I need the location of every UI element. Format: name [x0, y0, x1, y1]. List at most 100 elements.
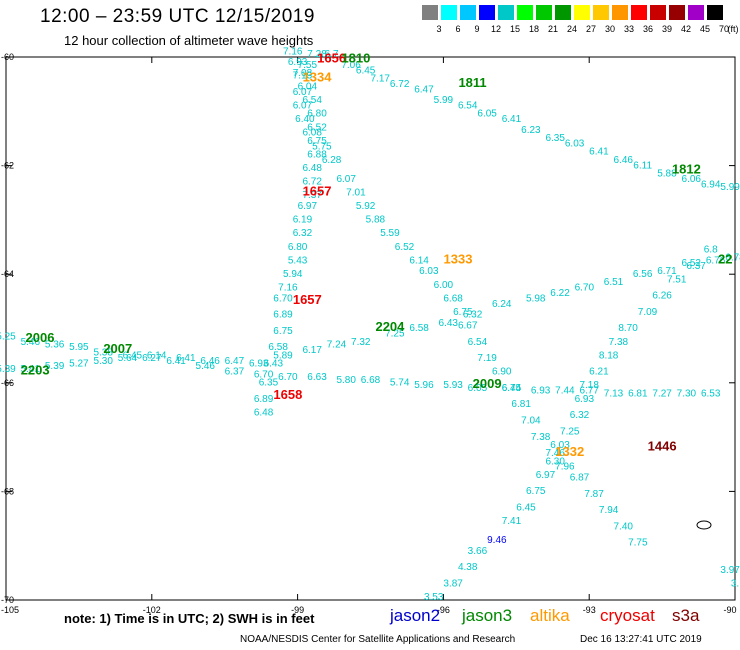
- wave-height-value: 7.41: [502, 516, 522, 527]
- wave-height-value: 6.97: [536, 470, 556, 481]
- wave-height-value: 6.22: [550, 288, 570, 299]
- color-swatch: [669, 5, 685, 20]
- wave-height-value: 6.47: [414, 84, 434, 95]
- color-scale-tick: 12: [490, 24, 501, 34]
- wave-height-value: 6.80: [307, 109, 327, 120]
- wave-height-value: 7.96: [555, 462, 575, 473]
- wave-height-value: 5.99: [434, 95, 454, 106]
- lat-label: -62: [1, 161, 14, 171]
- wave-height-value: 5.30: [93, 356, 113, 367]
- pass-time-label: 1657: [303, 183, 332, 198]
- wave-height-value: 6.26: [652, 291, 672, 302]
- track-values: 7.286.77.557.136.076.076.406.085.756.286…: [0, 46, 740, 603]
- wave-height-value: 6.48: [254, 407, 274, 418]
- color-scale-unit: (ft): [727, 24, 739, 34]
- wave-height-value: 6.32: [293, 228, 313, 239]
- wave-height-value: 6.03: [565, 139, 585, 150]
- color-scale-tick: 33: [623, 24, 634, 34]
- wave-height-value: 6.05: [468, 383, 488, 394]
- wave-height-value: 5.92: [356, 201, 376, 212]
- wave-height-value: 7.38: [609, 337, 629, 348]
- lon-label: -90: [723, 605, 736, 615]
- wave-height-value: 6.07: [336, 174, 356, 185]
- wave-height-value: 5.88: [657, 168, 677, 179]
- wave-height-value: 6.87: [570, 473, 590, 484]
- wave-height-value: 6.78: [725, 253, 740, 264]
- wave-height-value: 6.27: [142, 353, 162, 364]
- wave-height-value: 7.16: [278, 282, 298, 293]
- wave-height-value: 7.18: [579, 380, 599, 391]
- color-scale-tick: 15: [509, 24, 520, 34]
- wave-height-value: 7.08: [293, 68, 313, 79]
- wave-height-value: 6.75: [453, 307, 473, 318]
- legend-jason3: jason3: [462, 606, 513, 625]
- wave-height-value: 6.89: [254, 394, 274, 405]
- color-scale-tick: 27: [585, 24, 596, 34]
- legend-jason2: jason2: [390, 606, 441, 625]
- wave-height-value: 7.13: [604, 388, 624, 399]
- wave-height-value: 5.75: [312, 141, 332, 152]
- wave-height-value: 5.96: [414, 380, 434, 391]
- wave-height-value: 6.53: [701, 388, 721, 399]
- wave-height-value: 7.25: [385, 329, 405, 340]
- wave-height-value: 5.95: [69, 342, 89, 353]
- lon-label: -105: [1, 605, 19, 615]
- wave-height-value: 3.87: [443, 578, 463, 589]
- color-swatch: [574, 5, 590, 20]
- wave-height-value: 6.76: [706, 255, 726, 266]
- color-swatch: [688, 5, 704, 20]
- footer-timestamp: Dec 16 13:27:41 UTC 2019: [580, 634, 702, 645]
- color-scale-tick: 18: [528, 24, 539, 34]
- island-outline: [696, 520, 712, 530]
- note-text: note: 1) Time is in UTC; 2) SWH is in fe…: [64, 611, 315, 626]
- wave-height-value: 5.80: [336, 375, 356, 386]
- wave-height-value: 7.28: [307, 49, 327, 60]
- pass-time-label: 22: [718, 251, 732, 266]
- wave-height-value: 5.64: [118, 353, 138, 364]
- wave-height-value: 6.14: [409, 255, 429, 266]
- wave-height-value: 6.67: [458, 321, 478, 332]
- wave-height-value: 6.43: [439, 318, 459, 329]
- wave-height-value: 7.30: [677, 388, 697, 399]
- wave-height-value: 6.41: [589, 147, 609, 158]
- color-swatch: [612, 5, 628, 20]
- wave-height-value: 6.54: [302, 95, 322, 106]
- wave-height-value: 6.80: [288, 242, 308, 253]
- color-swatch: [517, 5, 533, 20]
- wave-height-value: 6.54: [458, 101, 478, 112]
- wave-height-value: 6.04: [298, 82, 318, 93]
- color-scale-tick: 45: [699, 24, 710, 34]
- wave-height-value: 6.08: [302, 128, 322, 139]
- wave-height-value: 6.37: [686, 261, 706, 272]
- wave-height-value: 8.18: [599, 350, 619, 361]
- wave-height-value: 5.25: [0, 331, 16, 342]
- pass-time-label: 1332: [555, 444, 584, 459]
- map-subtitle: 12 hour collection of altimeter wave hei…: [64, 33, 314, 48]
- wave-height-value: 6.11: [633, 160, 652, 171]
- pass-time-label: 2203: [21, 363, 50, 378]
- wave-height-value: 6.93: [531, 386, 551, 397]
- wave-height-value: 6.41: [176, 353, 196, 364]
- wave-height-value: 7.09: [638, 307, 658, 318]
- pass-time-label: 1656: [317, 50, 346, 65]
- wave-height-value: 6.03: [550, 440, 570, 451]
- lat-label: -66: [1, 378, 14, 388]
- wave-height-value: 6.35: [259, 378, 279, 389]
- wave-height-value: 7.04: [521, 416, 541, 427]
- wave-height-value: 6.23: [521, 125, 541, 136]
- pass-time-label: 2006: [26, 330, 55, 345]
- wave-height-value: 5.46: [21, 337, 41, 348]
- wave-height-value: 6.88: [307, 149, 327, 160]
- color-scale-tick: 21: [547, 24, 558, 34]
- wave-height-value: 6.19: [293, 215, 313, 226]
- color-scale-tick: 39: [661, 24, 672, 34]
- color-swatch: [498, 5, 514, 20]
- wave-height-value: 6.75: [273, 326, 293, 337]
- color-swatch: [707, 5, 723, 20]
- wave-height-value: 6.81: [511, 399, 531, 410]
- wave-height-value: 5.38: [93, 348, 113, 359]
- wave-height-value: 5.99: [720, 182, 740, 193]
- pass-time-label: 1657: [293, 292, 322, 307]
- wave-height-value: 7.32: [351, 337, 371, 348]
